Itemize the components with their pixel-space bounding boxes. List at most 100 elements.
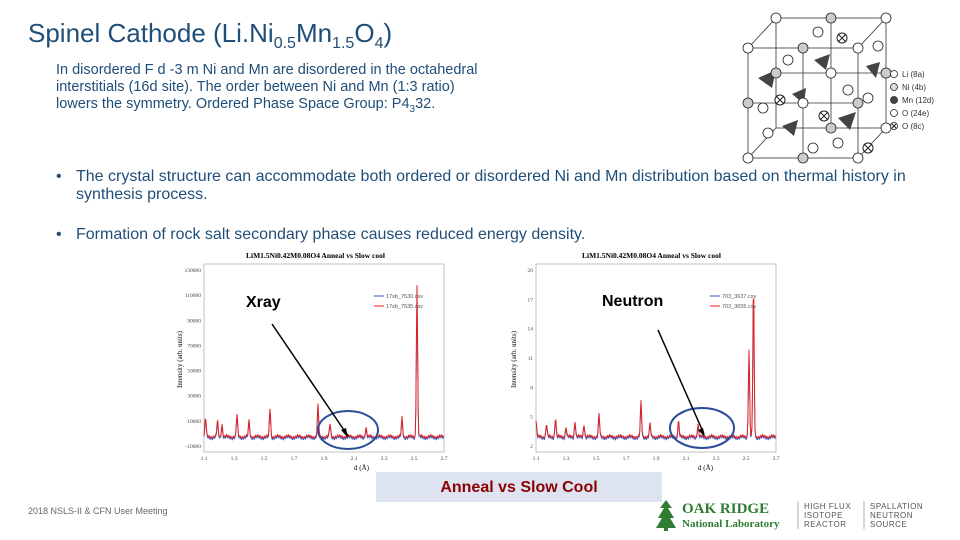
x-tick-label: 1.9 (653, 456, 660, 462)
anneal-caption: Anneal vs Slow Cool (440, 479, 598, 496)
legend-mn: Mn (12d) (890, 96, 934, 105)
legend-mn-label: Mn (12d) (902, 96, 934, 105)
legend-li-label: Li (8a) (902, 70, 925, 79)
legend-series-a: 703_3637.csv (722, 294, 756, 300)
legend-o24: O (24e) (890, 109, 929, 118)
plot-frame (535, 263, 777, 453)
y-tick-label: 30000 (187, 394, 201, 400)
x-tick-label: 1.5 (593, 456, 600, 462)
slide-title: Spinel Cathode (Li.Ni0.5Mn1.5O4) (28, 18, 392, 53)
x-tick-label: 2.1 (683, 456, 690, 462)
caption-box (376, 472, 662, 502)
highlight-ellipse (317, 410, 379, 450)
xray-diffraction-plot: LiM1.5Ni0.42M0.08O4 Anneal vs Slow cool … (176, 251, 448, 472)
callout-arrow (271, 323, 349, 437)
bullet-dot: • (56, 226, 62, 243)
plot-frame (203, 263, 445, 453)
y-tick-label: 14 (528, 327, 534, 333)
legend-series-a: 17sb_7530.csv (386, 294, 423, 300)
logo-oak-ridge: OAK RIDGE (682, 501, 769, 517)
x-axis-label: d (Å) (354, 464, 370, 472)
series-slowcool-line (535, 297, 777, 440)
x-tick-label: 1.1 (201, 456, 208, 462)
logo-sns-2: NEUTRON (870, 511, 913, 520)
series-slowcool-line (203, 285, 445, 440)
ornl-logo: OAK RIDGE National Laboratory HIGH FLUX … (656, 500, 923, 531)
title-sub-ni: 0.5 (273, 35, 296, 52)
legend-series-b: 703_3655.csv (722, 304, 756, 310)
y-tick-label: 10000 (187, 419, 201, 425)
x-tick-label: 1.3 (231, 456, 238, 462)
y-tick-label: 90000 (187, 318, 201, 324)
legend-ni: Ni (4b) (890, 83, 926, 92)
plot-title: LiM1.5Ni0.42M0.08O4 Anneal vs Slow cool (246, 251, 385, 260)
neutron-diffraction-plot: LiM1.5Ni0.42M0.08O4 Anneal vs Slow cool … (510, 251, 780, 472)
x-tick-label: 2.5 (743, 456, 750, 462)
x-tick-label: 1.3 (563, 456, 570, 462)
footer-text: 2018 NSLS-II & CFN User Meeting (28, 506, 168, 516)
title-o: O (354, 18, 375, 48)
arrow-head (341, 428, 348, 438)
intro-text: In disordered F d -3 m Ni and Mn are dis… (56, 62, 478, 112)
bullet-text: Formation of rock salt secondary phase c… (76, 226, 586, 243)
y-tick-label: 11 (528, 356, 534, 362)
crystal-structure-diagram: Li (8a) Ni (4b) Mn (12d) O (24e) O (8c) (742, 12, 934, 164)
legend-series-b: 17sb_7535.csv (386, 304, 423, 310)
x-tick-label: 1.5 (261, 456, 268, 462)
y-tick-label: 2 (530, 444, 533, 450)
legend-o24-label: O (24e) (902, 109, 929, 118)
x-tick-label: 2.7 (441, 456, 448, 462)
logo-hfir-1: HIGH FLUX (804, 502, 851, 511)
x-tick-label: 2.3 (381, 456, 388, 462)
x-tick-label: 2.1 (351, 456, 358, 462)
y-tick-label: 70000 (187, 343, 201, 349)
title-sub-mn: 1.5 (332, 35, 355, 52)
x-tick-label: 1.7 (291, 456, 298, 462)
logo-hfir-3: REACTOR (804, 520, 846, 529)
arrow-head (698, 428, 705, 437)
y-tick-label: 8 (530, 385, 533, 391)
x-tick-label: 2.5 (411, 456, 418, 462)
y-axis-label: Intensity (arb. units) (510, 330, 518, 388)
bullet-text: The crystal structure can accommodate bo… (76, 168, 906, 203)
bullet-dot: • (56, 168, 62, 185)
legend-li: Li (8a) (890, 70, 925, 79)
legend-o8-label: O (8c) (902, 122, 925, 131)
y-tick-label: 50000 (187, 369, 201, 375)
y-tick-label: 130000 (185, 268, 202, 274)
title-end: ) (383, 18, 393, 48)
x-tick-label: 1.7 (623, 456, 630, 462)
xray-label: Xray (246, 294, 281, 311)
title-mn: Mn (295, 18, 333, 48)
logo-national-lab: National Laboratory (682, 518, 780, 530)
x-tick-label: 2.7 (773, 456, 780, 462)
series-anneal-line (535, 306, 777, 441)
tree-icon (656, 500, 676, 531)
y-tick-label: -10000 (185, 444, 201, 450)
logo-sns-1: SPALLATION (870, 502, 923, 511)
y-tick-label: 5 (530, 415, 533, 421)
highlight-ellipse (669, 407, 735, 449)
y-tick-label: 110000 (185, 293, 202, 299)
callout-arrow (657, 329, 705, 435)
logo-hfir-2: ISOTOPE (804, 511, 843, 520)
intro-paragraph: In disordered F d -3 m Ni and Mn are dis… (56, 62, 496, 118)
title-sub-o: 4 (374, 35, 384, 52)
neutron-label: Neutron (602, 293, 664, 310)
bullet-rock-salt: • Formation of rock salt secondary phase … (56, 226, 960, 244)
title-main: Spinel Cathode (Li.Ni (28, 18, 274, 48)
y-tick-label: 17 (528, 297, 534, 303)
y-tick-label: 20 (528, 268, 534, 274)
y-axis-label: Intensity (arb. units) (176, 330, 184, 388)
legend-o8: O (8c) (890, 122, 925, 131)
x-tick-label: 1.1 (533, 456, 540, 462)
intro-text-end: 32. (415, 96, 436, 112)
x-tick-label: 2.3 (713, 456, 720, 462)
bullet-crystal-structure: • The crystal structure can accommodate b… (56, 168, 960, 204)
plot-title: LiM1.5Ni0.42M0.08O4 Anneal vs Slow cool (582, 251, 721, 260)
intro-subscript: 3 (409, 103, 416, 115)
legend-ni-label: Ni (4b) (902, 83, 926, 92)
x-tick-label: 1.9 (321, 456, 328, 462)
x-axis-label: d (Å) (698, 464, 714, 472)
logo-sns-3: SOURCE (870, 520, 907, 529)
